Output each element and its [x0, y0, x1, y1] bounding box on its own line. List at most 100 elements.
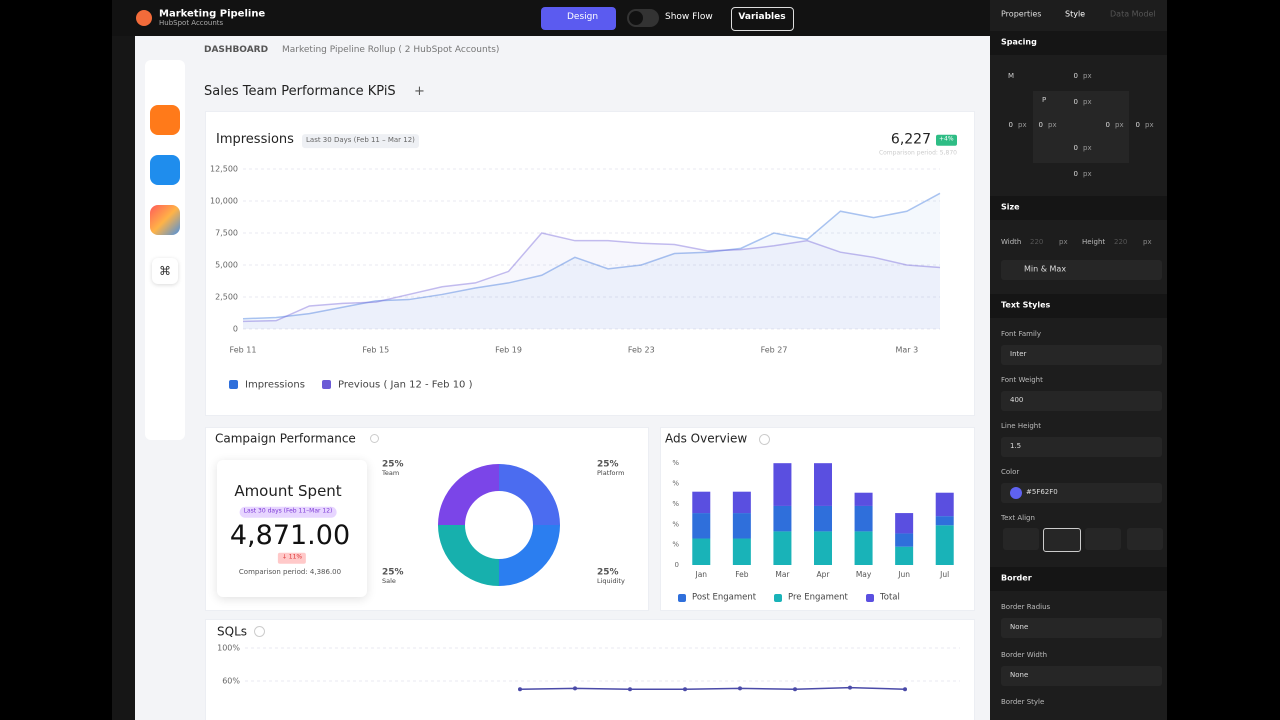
hubspot-icon[interactable] [150, 105, 180, 135]
unit: px [1115, 121, 1124, 130]
area [243, 233, 940, 329]
x-tick-label: Feb 11 [230, 346, 257, 355]
margin-label: M [1008, 72, 1015, 81]
unit: px [1083, 144, 1092, 153]
align-button[interactable] [1127, 528, 1163, 550]
section-header [990, 196, 1167, 220]
unit: px [1083, 98, 1092, 107]
info-icon [370, 434, 379, 443]
unit: px [1018, 121, 1027, 130]
legend-label: Total [880, 592, 900, 603]
x-tick-label: Feb 23 [628, 346, 655, 355]
x-tick-label: Apr [817, 570, 831, 579]
spacing-value[interactable]: 0 [1073, 170, 1078, 179]
point [738, 686, 742, 691]
spacing-value[interactable]: 0 [1073, 72, 1078, 81]
spacing-value[interactable]: 0 [1135, 121, 1140, 130]
height-value[interactable]: 220 [1114, 238, 1128, 247]
bar-segment [692, 538, 711, 565]
bar-segment [773, 463, 792, 506]
y-tick-label: 60% [222, 677, 240, 686]
show-flow-label[interactable]: Show Flow [665, 12, 713, 23]
unit: px [1083, 72, 1092, 81]
y-tick-label: 100% [217, 644, 240, 653]
value-label: 25% [597, 568, 619, 578]
field-label: Border Radius [1001, 603, 1051, 612]
dropdown[interactable] [1001, 437, 1162, 457]
min-max-row[interactable] [1001, 260, 1162, 280]
min-max: Min & Max [1024, 264, 1067, 274]
point [518, 687, 522, 692]
dropdown[interactable] [1001, 618, 1162, 638]
donut-segment [438, 464, 499, 525]
align-button[interactable] [1085, 528, 1121, 550]
dropdown[interactable] [1001, 345, 1162, 365]
value-label: 25% [382, 568, 404, 578]
field-value: None [1010, 671, 1029, 680]
bar-segment [935, 525, 954, 565]
breadcrumb-root[interactable]: DASHBOARD [204, 45, 269, 56]
spacing-value[interactable]: 0 [1105, 121, 1110, 130]
color-swatch [1010, 487, 1022, 499]
chart-title: Campaign Performance [215, 431, 356, 446]
design-label[interactable]: Design [567, 12, 599, 23]
design-button[interactable] [541, 7, 616, 30]
y-tick-label: 0 [675, 561, 679, 569]
amount-card [217, 460, 367, 597]
app-icon[interactable] [150, 205, 180, 235]
bar-segment [692, 513, 711, 539]
card-sqls [205, 619, 975, 720]
unit: px [1145, 121, 1154, 130]
tab[interactable]: Properties [1001, 9, 1042, 19]
category-label: Sale [382, 577, 396, 585]
section-header [990, 294, 1167, 318]
category-label: Platform [597, 469, 624, 477]
left-rail [112, 36, 135, 720]
spacing-value[interactable]: 0 [1073, 144, 1078, 153]
field-label: Font Family [1001, 330, 1041, 339]
tab[interactable]: Style [1065, 9, 1086, 19]
dropdown[interactable] [1001, 483, 1162, 503]
spacing-value[interactable]: 0 [1038, 121, 1043, 130]
variables-button[interactable] [731, 7, 794, 31]
bar-segment [692, 491, 711, 514]
dropdown[interactable] [1001, 391, 1162, 411]
category-label: Team [381, 469, 399, 477]
x-tick-label: Feb 19 [495, 346, 522, 355]
legend-swatch [322, 380, 331, 389]
section-title: Size [1001, 202, 1020, 212]
donut-segment [499, 525, 560, 586]
legend-swatch [774, 594, 782, 602]
value-label: 25% [382, 460, 404, 470]
bar-segment [895, 546, 914, 565]
info-icon [759, 434, 770, 445]
field-value: #5F62F0 [1026, 488, 1058, 497]
chart-title: Impressions [216, 131, 294, 147]
bar-segment [895, 533, 914, 547]
intercom-icon[interactable] [150, 155, 180, 185]
x-tick-label: Mar 3 [895, 346, 918, 355]
add-button[interactable]: + [414, 84, 425, 99]
legend-label: Impressions [245, 379, 305, 391]
point [848, 685, 852, 690]
width-value[interactable]: 220 [1030, 238, 1044, 247]
logo [136, 10, 152, 26]
y-tick-label: % [672, 459, 679, 467]
toggle[interactable] [627, 9, 659, 27]
dropdown[interactable] [1001, 666, 1162, 686]
toggle-knob [629, 11, 643, 25]
amount-value: 4,871.00 [229, 520, 351, 552]
tab[interactable]: Data Model [1110, 9, 1156, 19]
spacing-value[interactable]: 0 [1008, 121, 1013, 130]
page-title: Sales Team Performance KPiS [204, 83, 396, 99]
field-value: 1.5 [1010, 442, 1022, 451]
line [242, 192, 941, 320]
bar-segment [732, 513, 751, 539]
command-icon[interactable]: ⌘ [152, 258, 178, 284]
spacing-value[interactable]: 0 [1073, 98, 1078, 107]
align-button[interactable] [1003, 528, 1039, 550]
chart-subtitle: Last 30 Days (Feb 11 – Mar 12) [302, 134, 419, 148]
kpi-change: +4% [936, 134, 957, 146]
variables-label[interactable]: Variables [738, 12, 786, 23]
align-button[interactable] [1043, 528, 1081, 552]
